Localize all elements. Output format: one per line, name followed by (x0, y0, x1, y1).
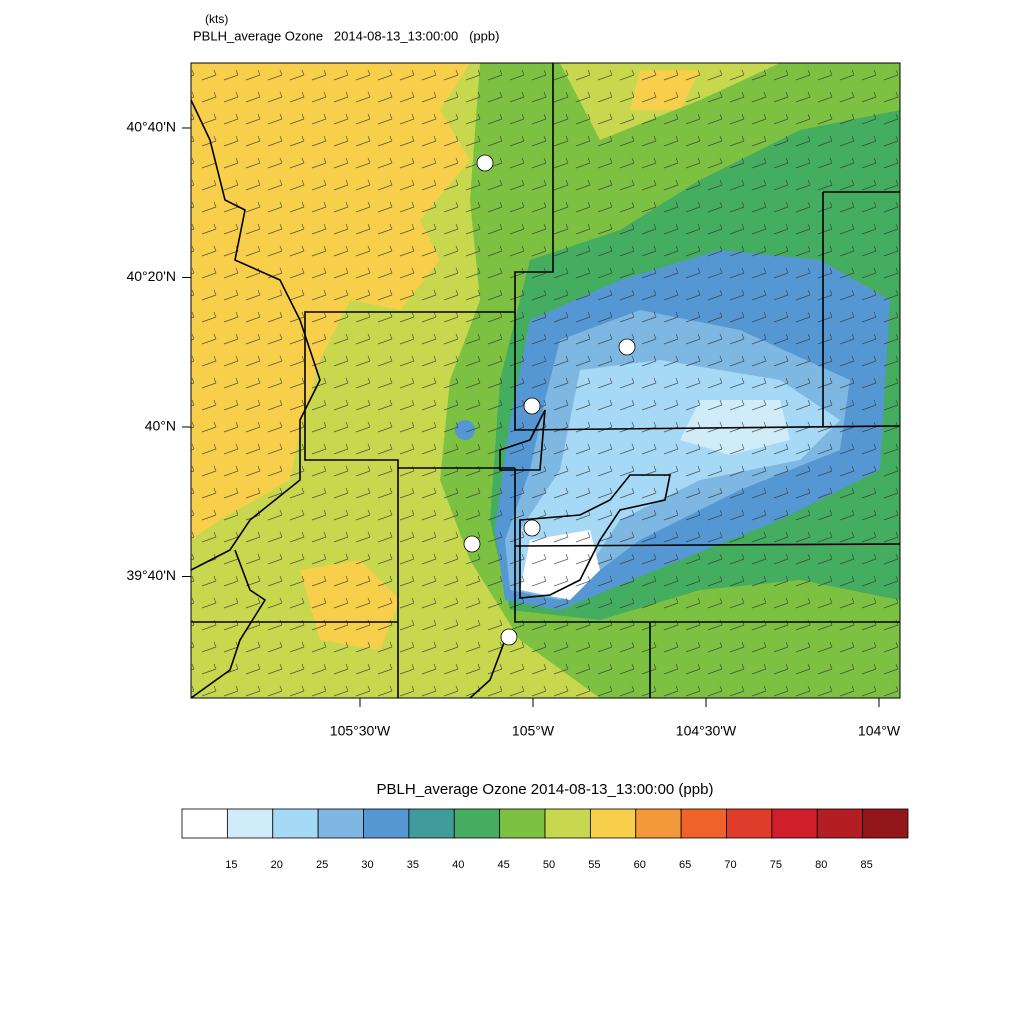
ozone-field (191, 63, 900, 698)
units-label: (kts) (205, 12, 228, 26)
colorbar-swatch (181, 808, 228, 839)
lat-label: 40°N (145, 418, 176, 434)
colorbar-swatch (635, 808, 682, 839)
lat-label: 39°40'N (126, 567, 176, 583)
colorbar-label: 45 (498, 859, 510, 871)
colorbar-label: 25 (316, 859, 328, 871)
lat-label: 40°40'N (126, 119, 176, 135)
colorbar-swatch (363, 808, 410, 839)
colorbar-swatch (453, 808, 501, 839)
colorbar-label: 85 (861, 859, 873, 871)
colorbar-label: 30 (361, 859, 373, 871)
colorbar-label: 75 (770, 859, 782, 871)
colorbar-label: 50 (543, 859, 555, 871)
colorbar-label: 20 (271, 859, 283, 871)
colorbar-swatch (408, 808, 455, 839)
colorbar-label: 35 (407, 859, 419, 871)
colorbar-swatch (499, 808, 546, 839)
colorbar-swatch (317, 808, 364, 839)
colorbar-title: PBLH_average Ozone 2014-08-13_13:00:00 (… (377, 781, 714, 798)
colorbar-swatch (726, 808, 773, 839)
colorbar-swatch (544, 808, 591, 839)
lon-label: 104°W (858, 723, 901, 739)
map-frame (190, 62, 901, 699)
colorbar-swatch (589, 808, 637, 839)
colorbar-swatch (226, 808, 274, 839)
plot-title: PBLH_average Ozone 2014-08-13_13:00:00 (… (193, 28, 499, 43)
colorbar-label: 60 (634, 859, 646, 871)
colorbar-label: 65 (679, 859, 691, 871)
lon-label: 104°30'W (676, 723, 737, 739)
colorbar-label: 40 (452, 859, 464, 871)
lon-label: 105°W (512, 723, 555, 739)
colorbar-label: 80 (815, 859, 827, 871)
colorbar-swatch (680, 808, 727, 839)
colorbar-swatch (816, 808, 864, 839)
colorbar-label: 70 (724, 859, 736, 871)
colorbar-label: 55 (588, 859, 600, 871)
colorbar-swatch (862, 808, 909, 839)
lat-label: 40°20'N (126, 268, 176, 284)
colorbar-label: 15 (225, 859, 237, 871)
colorbar-swatch (272, 808, 319, 839)
colorbar-swatch (771, 808, 818, 839)
lon-label: 105°30'W (330, 723, 391, 739)
